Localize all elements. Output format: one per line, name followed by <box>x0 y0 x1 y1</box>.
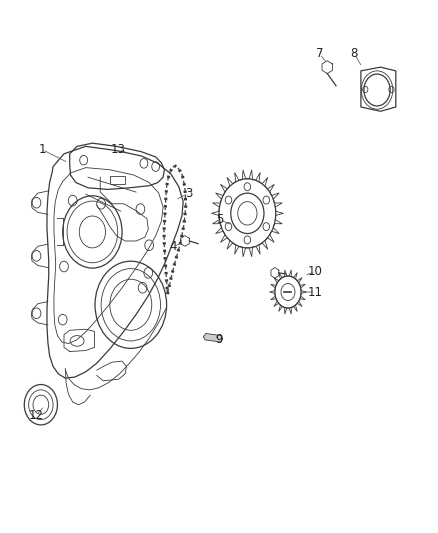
Text: 9: 9 <box>215 333 223 346</box>
Text: 8: 8 <box>351 47 358 60</box>
Text: 11: 11 <box>307 286 322 298</box>
Text: 13: 13 <box>111 143 126 156</box>
Text: 7: 7 <box>316 47 323 60</box>
Text: 12: 12 <box>29 409 44 422</box>
Text: 1: 1 <box>39 143 46 156</box>
Text: 3: 3 <box>185 187 192 200</box>
Text: 5: 5 <box>216 213 223 226</box>
Polygon shape <box>203 334 223 342</box>
Text: 10: 10 <box>307 265 322 278</box>
Text: 4: 4 <box>170 240 177 253</box>
